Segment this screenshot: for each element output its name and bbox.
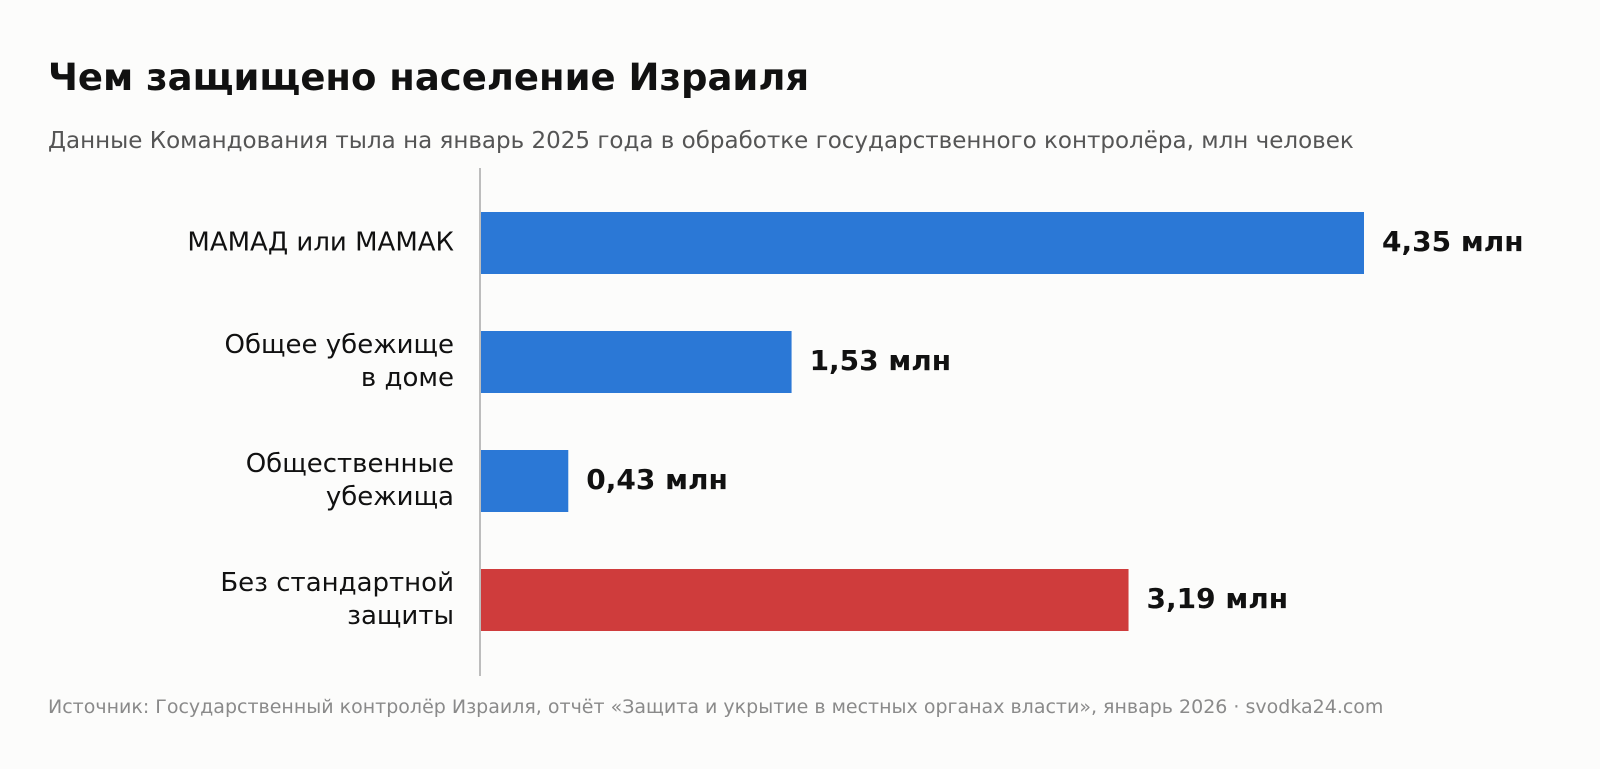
bar-1 [481, 331, 792, 393]
category-label-line: защиты [347, 601, 454, 631]
category-label-line: в доме [361, 363, 454, 393]
chart-title: Чем защищено население Израиля [48, 56, 810, 99]
category-label-line: Общее убежище [225, 330, 454, 360]
value-label-3: 3,19 млн [1147, 582, 1289, 615]
category-label-line: Без стандартной [220, 568, 454, 598]
category-label-0: МАМАД или МАМАК [187, 228, 454, 258]
value-label-0: 4,35 млн [1382, 225, 1524, 258]
category-label-line: Общественные [246, 449, 454, 479]
source-note: Источник: Государственный контролёр Изра… [48, 696, 1384, 718]
value-label-2: 0,43 млн [586, 463, 728, 496]
bar-3 [481, 569, 1129, 631]
category-label-2: Общественные убежища [246, 449, 454, 512]
bar-2 [481, 450, 569, 512]
category-label-line: МАМАД или МАМАК [187, 228, 454, 258]
category-label-3: Без стандартной защиты [220, 568, 454, 631]
bar-0 [481, 212, 1364, 274]
value-label-1: 1,53 млн [810, 344, 952, 377]
chart-subtitle: Данные Командования тыла на январь 2025 … [48, 128, 1354, 154]
category-label-line: убежища [326, 482, 454, 512]
category-label-1: Общее убежище в доме [225, 330, 454, 393]
